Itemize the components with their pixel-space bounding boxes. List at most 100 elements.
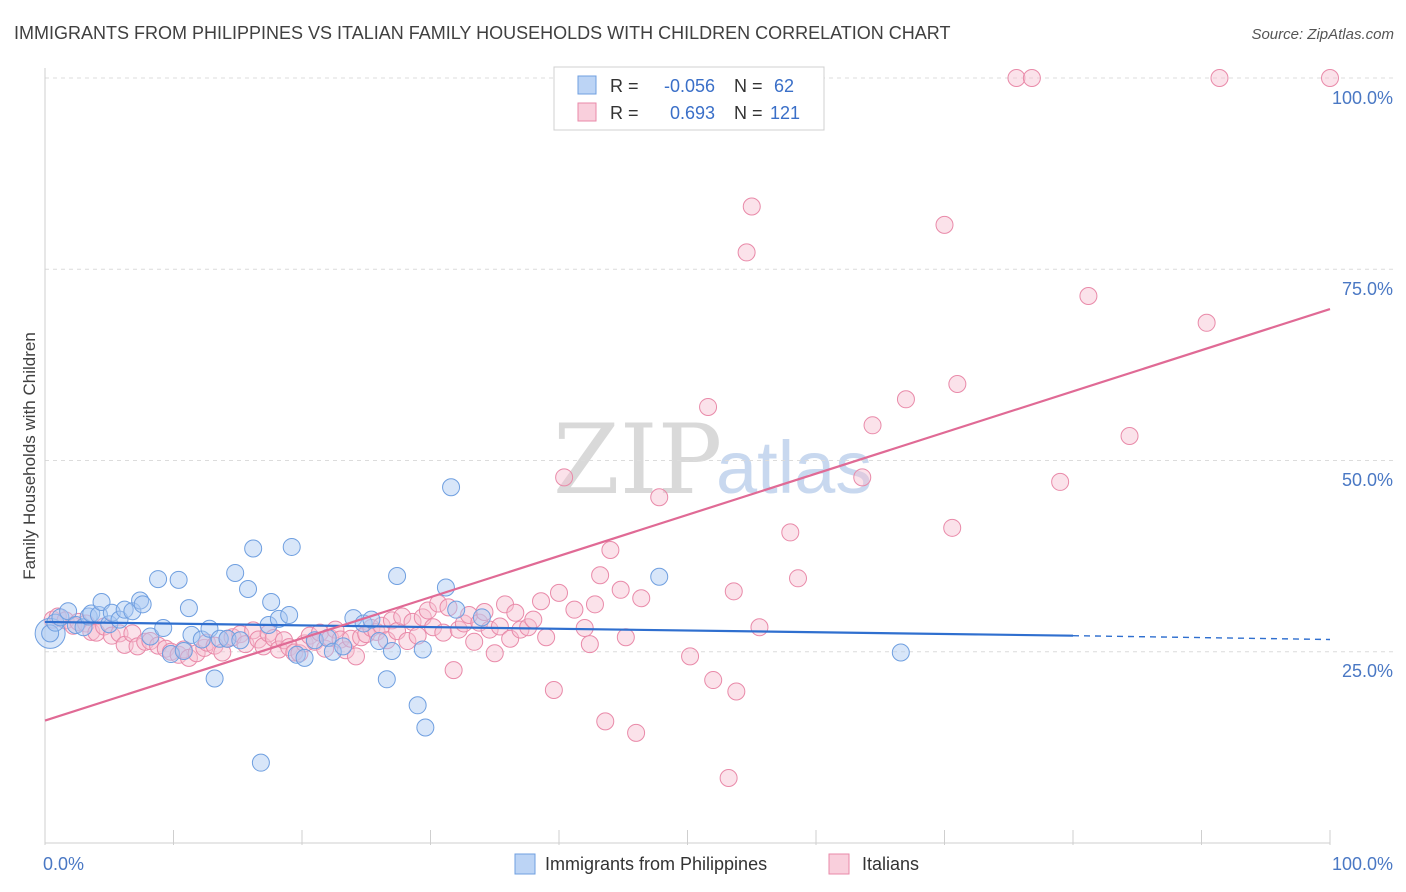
- italians-point-61: [398, 632, 417, 651]
- italians-point-87: [537, 628, 556, 647]
- italians-point-57: [377, 631, 396, 650]
- trend-line-philippines-extension: [1072, 634, 1331, 641]
- legend-r-value-1: -0.056: [664, 76, 715, 96]
- philippines-point-13: [115, 600, 134, 619]
- legend-r-value-2: 0.693: [670, 103, 715, 123]
- italians-point-103: [681, 647, 700, 666]
- italians-point-105: [704, 671, 723, 690]
- philippines-point-45: [334, 637, 353, 656]
- italians-point-88: [544, 681, 563, 699]
- y-tick-label-100: 100.0%: [1332, 88, 1393, 108]
- philippines-point-24: [182, 625, 201, 644]
- philippines-point-61: [891, 643, 910, 662]
- italians-point-82: [506, 603, 525, 622]
- philippines-point-39: [282, 537, 301, 556]
- legend-box: [553, 66, 825, 131]
- philippines-point-44: [323, 642, 342, 661]
- legend-r-label-1: R =: [610, 76, 639, 96]
- italians-point-114: [853, 468, 872, 487]
- italians-point-39: [285, 643, 304, 662]
- x-tick-label-min: 0.0%: [43, 854, 84, 874]
- italians-point-90: [555, 468, 574, 487]
- italians-point-104: [699, 397, 718, 416]
- italians-point-81: [501, 629, 520, 648]
- italians-point-125: [1197, 313, 1216, 332]
- y-axis-title: Family Households with Children: [20, 332, 39, 580]
- italians-point-58: [382, 611, 401, 630]
- philippines-point-14: [123, 602, 142, 621]
- philippines-point-16: [133, 595, 152, 614]
- philippines-point-27: [205, 669, 224, 688]
- philippines-point-38: [280, 606, 299, 625]
- philippines-point-31: [231, 631, 250, 650]
- italians-point-102: [650, 488, 669, 507]
- trend-line-philippines: [44, 620, 1074, 637]
- italians-point-126: [1210, 69, 1229, 87]
- philippines-point-28: [210, 629, 229, 648]
- philippines-point-37: [269, 609, 288, 628]
- philippines-point-36: [262, 593, 281, 612]
- italians-point-122: [1051, 472, 1070, 491]
- y-tick-label-25: 25.0%: [1342, 661, 1393, 681]
- italians-point-78: [485, 644, 504, 663]
- philippines-point-59: [472, 608, 491, 627]
- philippines-point-25: [192, 630, 211, 649]
- italians-point-110: [742, 197, 761, 216]
- italians-point-70: [444, 661, 463, 680]
- italians-point-51: [346, 647, 365, 666]
- philippines-point-17: [141, 627, 160, 646]
- legend-swatch-philippines: [577, 75, 597, 95]
- italians-point-123: [1079, 287, 1098, 306]
- trend-lines: [44, 307, 1331, 722]
- philippines-point-21: [169, 570, 188, 589]
- italians-point-26: [213, 643, 232, 662]
- italians-point-127: [1321, 69, 1339, 87]
- philippines-point-large: [34, 617, 66, 649]
- trend-line-italians: [44, 307, 1331, 722]
- philippines-point-3: [59, 602, 78, 621]
- italians-point-112: [781, 523, 800, 542]
- legend-n-value-2: 121: [770, 103, 800, 123]
- italians-point-100: [627, 723, 646, 742]
- italians-point-97: [601, 541, 620, 560]
- italians-point-76: [475, 602, 494, 621]
- philippines-point-22: [174, 641, 193, 660]
- philippines-point-19: [154, 619, 173, 638]
- italians-point-94: [585, 595, 604, 614]
- series-philippines-points: [34, 478, 910, 772]
- italians-point-91: [565, 600, 584, 619]
- italians-point-71: [449, 620, 468, 639]
- italians-point-85: [524, 610, 543, 629]
- italians-point-86: [532, 592, 551, 611]
- italians-point-79: [490, 617, 509, 636]
- italians-point-109: [737, 243, 756, 262]
- philippines-point-0: [41, 624, 60, 643]
- italians-point-111: [750, 618, 769, 637]
- italians-point-120: [1007, 69, 1026, 87]
- axes: [44, 68, 1331, 845]
- italians-point-107: [724, 582, 743, 601]
- philippines-point-10: [100, 615, 119, 634]
- italians-point-119: [948, 375, 967, 393]
- legend: R = -0.056 N = 62 R = 0.693 N = 121: [553, 66, 825, 131]
- philippines-point-23: [179, 599, 198, 618]
- italians-point-99: [616, 628, 635, 647]
- philippines-point-57: [442, 478, 461, 497]
- philippines-point-50: [377, 670, 396, 689]
- bottom-legend: Immigrants from Philippines Italians: [514, 853, 919, 875]
- italians-point-113: [789, 569, 808, 588]
- bottom-legend-swatch-italians: [828, 853, 850, 875]
- philippines-point-51: [382, 641, 401, 660]
- chart-title: IMMIGRANTS FROM PHILIPPINES VS ITALIAN F…: [14, 23, 950, 43]
- philippines-point-33: [244, 539, 263, 558]
- philippines-point-52: [388, 567, 407, 586]
- legend-n-label-2: N =: [734, 103, 763, 123]
- philippines-point-60: [650, 567, 669, 586]
- y-tick-label-75: 75.0%: [1342, 279, 1393, 299]
- x-tick-label-max: 100.0%: [1332, 854, 1393, 874]
- legend-r-label-2: R =: [610, 103, 639, 123]
- italians-point-65: [418, 601, 437, 620]
- italians-point-98: [611, 580, 630, 599]
- bottom-legend-swatch-philippines: [514, 853, 536, 875]
